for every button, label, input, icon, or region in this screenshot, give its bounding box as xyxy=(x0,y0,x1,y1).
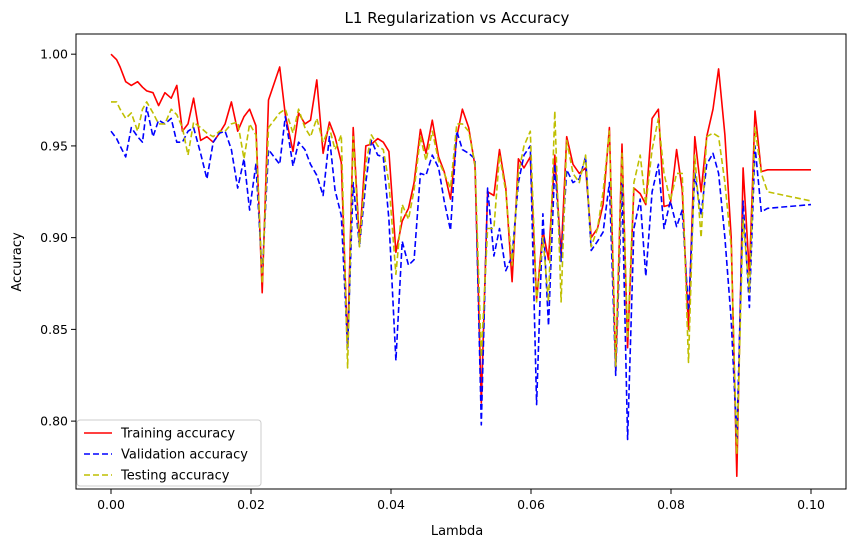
legend-label: Validation accuracy xyxy=(121,448,248,463)
y-axis-label: Accuracy xyxy=(10,232,25,292)
axes-frame xyxy=(75,33,847,490)
x-tick-label: 0.06 xyxy=(517,497,545,512)
x-tick-label: 0.02 xyxy=(237,497,265,512)
y-tick-label: 1.00 xyxy=(40,47,68,62)
legend: Training accuracy Validation accuracy Test… xyxy=(76,419,262,487)
x-axis-label: Lambda xyxy=(431,524,483,539)
y-tick-label: 0.90 xyxy=(40,230,68,245)
chart-title: L1 Regularization vs Accuracy xyxy=(345,9,570,27)
legend-label: Training accuracy xyxy=(120,427,235,442)
y-tick-label: 0.85 xyxy=(40,322,68,337)
plot-area: 0.00 0.02 0.04 0.06 0.08 0.10 0.80 0.85 0.90 0.9… xyxy=(40,33,847,512)
x-tick-label: 0.00 xyxy=(97,497,125,512)
legend-box xyxy=(76,419,262,487)
series-line-validation-accuracy xyxy=(110,106,812,441)
x-tick-label: 0.10 xyxy=(797,497,825,512)
y-axis-ticks: 0.80 0.85 0.90 0.95 1.00 xyxy=(40,47,76,429)
series-layer xyxy=(110,53,812,477)
series-line-testing-accuracy xyxy=(111,101,812,455)
y-tick-label: 0.95 xyxy=(40,138,68,153)
legend-label: Testing accuracy xyxy=(120,469,230,484)
x-tick-label: 0.08 xyxy=(657,497,685,512)
x-tick-label: 0.04 xyxy=(377,497,405,512)
y-tick-label: 0.80 xyxy=(40,414,68,429)
x-axis-ticks: 0.00 0.02 0.04 0.06 0.08 0.10 xyxy=(97,489,825,512)
